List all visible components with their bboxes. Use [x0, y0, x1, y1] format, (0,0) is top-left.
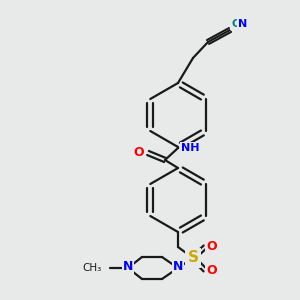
Text: N: N [123, 260, 133, 274]
Text: CH₃: CH₃ [83, 263, 102, 273]
Text: N: N [173, 260, 183, 274]
Text: O: O [134, 146, 144, 158]
Text: N: N [238, 19, 247, 29]
Text: C: C [231, 19, 239, 29]
Text: O: O [207, 239, 217, 253]
Text: S: S [188, 250, 199, 266]
Text: O: O [207, 265, 217, 278]
Text: NH: NH [181, 143, 200, 153]
